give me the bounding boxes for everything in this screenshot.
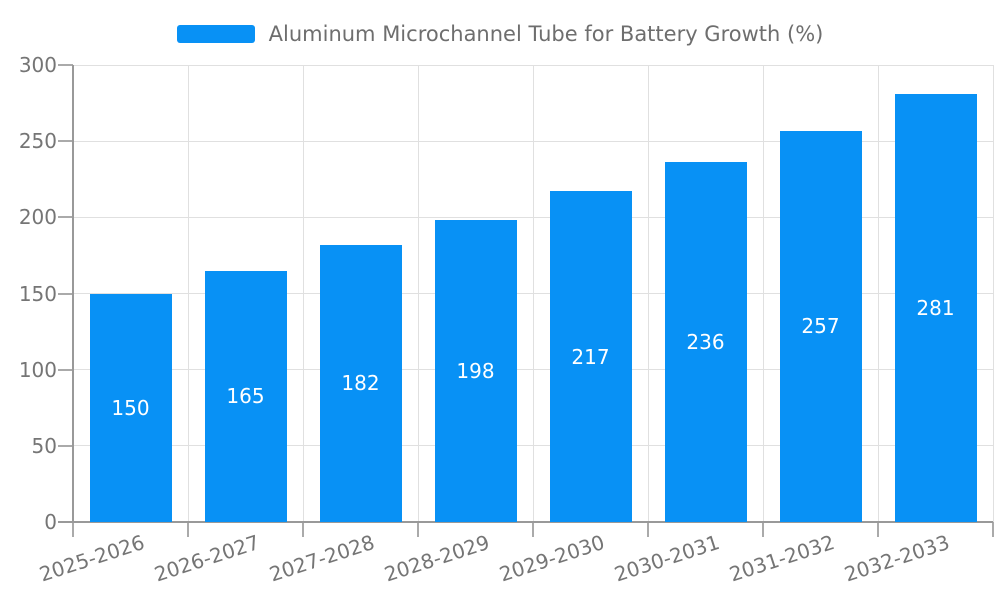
y-tick [58, 292, 73, 295]
x-tick [72, 522, 74, 537]
bar-2029-2030[interactable] [549, 191, 632, 522]
x-tick [992, 522, 994, 537]
v-gridline [302, 65, 304, 522]
x-tick [762, 522, 764, 537]
bar-2025-2026[interactable] [89, 293, 172, 522]
bar-2027-2028[interactable] [319, 244, 402, 522]
bar-value-label: 236 [686, 330, 725, 355]
x-axis-label: 2027-2028 [266, 530, 378, 587]
bar-value-label: 281 [916, 295, 955, 320]
v-gridline [532, 65, 534, 522]
bar-value-label: 150 [111, 395, 150, 420]
x-axis-line [58, 521, 993, 523]
v-gridline [992, 65, 994, 522]
x-axis-label: 2025-2026 [36, 530, 148, 587]
x-axis-label: 2029-2030 [496, 530, 608, 587]
x-axis-label: 2032-2033 [841, 530, 953, 587]
y-axis-label: 100 [18, 357, 57, 382]
bar-value-label: 165 [226, 384, 265, 409]
bar-value-label: 182 [341, 371, 380, 396]
bar-value-label: 198 [456, 359, 495, 384]
v-gridline [877, 65, 879, 522]
y-axis-label: 300 [18, 53, 57, 77]
y-tick [58, 140, 73, 143]
x-tick [532, 522, 534, 537]
y-axis-label: 0 [44, 510, 57, 534]
bar-2030-2031[interactable] [664, 162, 747, 522]
y-axis-label: 150 [18, 281, 57, 306]
v-gridline [417, 65, 419, 522]
x-axis-label: 2031-2032 [726, 530, 838, 587]
bar-value-label: 257 [801, 314, 840, 339]
legend-label: Aluminum Microchannel Tube for Battery G… [268, 22, 824, 46]
x-tick [302, 522, 304, 537]
y-tick [58, 216, 73, 219]
bar-2026-2027[interactable] [204, 270, 287, 522]
x-axis-label: 2028-2029 [381, 530, 493, 587]
y-axis-label: 250 [18, 129, 57, 154]
bar-2028-2029[interactable] [434, 220, 517, 522]
legend-swatch [176, 25, 255, 43]
bar-2031-2032[interactable] [779, 130, 862, 522]
x-tick [647, 522, 649, 537]
y-axis-label: 50 [31, 433, 57, 458]
y-tick [58, 368, 73, 371]
y-tick [58, 64, 73, 66]
bar-2032-2033[interactable] [894, 93, 977, 522]
x-tick [417, 522, 419, 537]
y-axis-line [72, 65, 74, 522]
x-tick [187, 522, 189, 537]
bar-value-label: 217 [571, 344, 610, 369]
v-gridline [762, 65, 764, 522]
v-gridline [647, 65, 649, 522]
chart-legend[interactable]: Aluminum Microchannel Tube for Battery G… [0, 21, 1000, 47]
x-axis-label: 2026-2027 [151, 530, 263, 587]
y-axis-label: 200 [18, 205, 57, 230]
y-tick [58, 444, 73, 447]
v-gridline [187, 65, 189, 522]
x-tick [877, 522, 879, 537]
x-axis-label: 2030-2031 [611, 530, 723, 587]
